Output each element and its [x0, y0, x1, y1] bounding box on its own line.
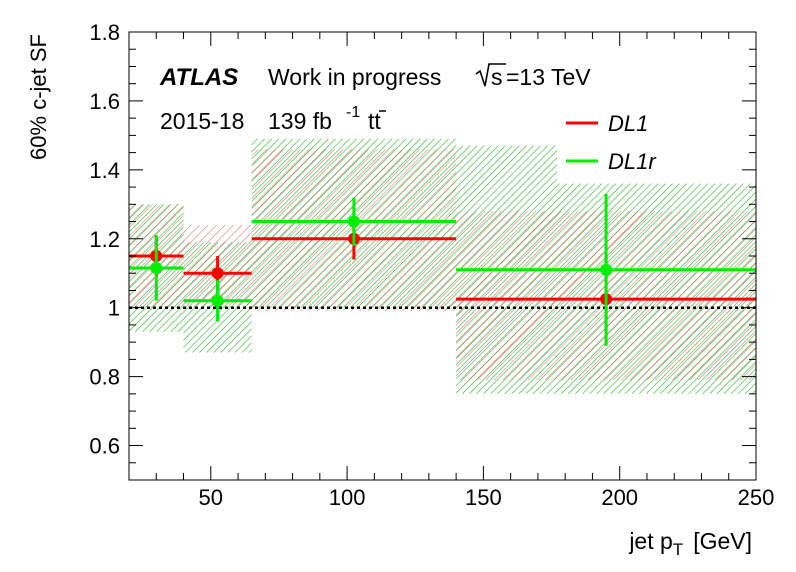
sqrt-symbol [475, 63, 506, 87]
legend-item-dl1: DL1 [566, 111, 648, 136]
y-axis-label: 60% c-jet SF [26, 34, 51, 160]
point-dl1r-0 [129, 235, 184, 301]
marker [211, 267, 224, 280]
x-tick-label: 200 [601, 485, 638, 510]
legend-label: DL1 [608, 111, 648, 136]
atlas-label: ATLAS [159, 64, 238, 91]
uncertainty-bands [129, 138, 756, 394]
y-tick-label: 0.8 [89, 365, 120, 390]
point-dl1r-3 [456, 193, 756, 346]
period-label: 2015-18 [160, 108, 244, 134]
axes: 50 100 150 200 250 0.6 0.8 1 1.2 1.4 1.6 1.8 [89, 20, 774, 510]
energy-root: s [491, 64, 503, 90]
x-tick-label: 150 [465, 485, 502, 510]
data-points [129, 193, 756, 346]
marker [150, 262, 163, 275]
energy-value: =13 TeV [506, 64, 591, 90]
marker [347, 215, 360, 228]
y-tick-label: 1.8 [89, 20, 120, 45]
process-label: tt [368, 108, 381, 134]
point-dl1r-2 [251, 197, 457, 246]
x-tick-label: 50 [199, 485, 223, 510]
x-tick-label: 250 [738, 485, 775, 510]
x-tick-label: 100 [329, 485, 366, 510]
y-tick-label: 0.6 [89, 434, 120, 459]
y-tick-label: 1 [108, 296, 120, 321]
point-dl1r-1 [183, 280, 252, 322]
marker [211, 294, 224, 307]
lumi-exponent: -1 [346, 104, 360, 121]
y-tick-label: 1.4 [89, 158, 120, 183]
x-axis-label: jet pT [GeV] [628, 528, 752, 559]
marker [600, 263, 613, 276]
y-tick-label: 1.2 [89, 227, 120, 252]
chart-labels: jet pT [GeV] 60% c-jet SF ATLAS Work in prog… [26, 34, 752, 559]
y-tick-label: 1.6 [89, 89, 120, 114]
legend-label: DL1r [608, 149, 657, 174]
status-label: Work in progress [268, 64, 441, 90]
legend-item-dl1r: DL1r [566, 149, 657, 174]
lumi-label: 139 fb [268, 108, 332, 134]
